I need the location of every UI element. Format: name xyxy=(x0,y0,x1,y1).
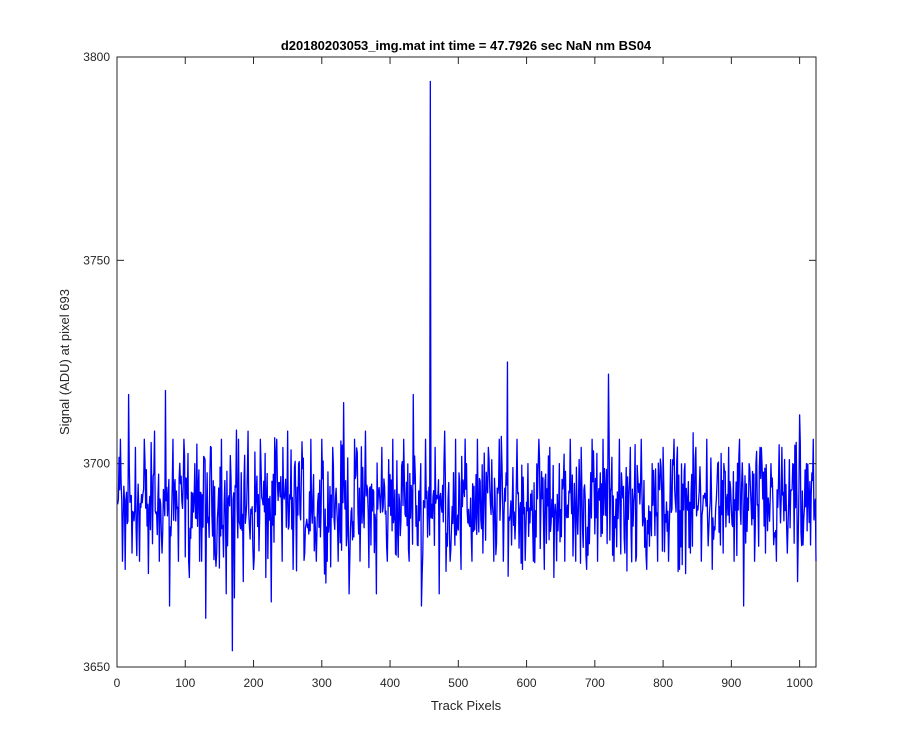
x-tick-label: 800 xyxy=(653,676,673,690)
x-tick-label: 100 xyxy=(175,676,195,690)
x-tick-label: 1000 xyxy=(786,676,813,690)
x-axis-label: Track Pixels xyxy=(431,698,502,713)
y-tick-label: 3750 xyxy=(83,253,110,267)
series-line xyxy=(117,80,817,652)
y-axis-label: Signal (ADU) at pixel 693 xyxy=(57,289,72,435)
x-tick-label: 400 xyxy=(380,676,400,690)
plot-area: 0 100 200 300 400 500 600 700 800 900 1000 3650 3700… xyxy=(83,50,817,690)
x-tick-label: 0 xyxy=(114,676,121,690)
x-tick-label: 500 xyxy=(448,676,468,690)
x-tick-label: 200 xyxy=(244,676,264,690)
x-tick-label: 900 xyxy=(721,676,741,690)
y-tick-label: 3800 xyxy=(83,50,110,64)
axes-box xyxy=(116,56,817,668)
y-tick-label: 3700 xyxy=(83,457,110,471)
x-tick-label: 700 xyxy=(585,676,605,690)
chart-title: d20180203053_img.mat int time = 47.7926 … xyxy=(281,38,652,53)
y-tick-label: 3650 xyxy=(83,660,110,674)
x-tick-label: 300 xyxy=(312,676,332,690)
x-tick-label: 600 xyxy=(517,676,537,690)
